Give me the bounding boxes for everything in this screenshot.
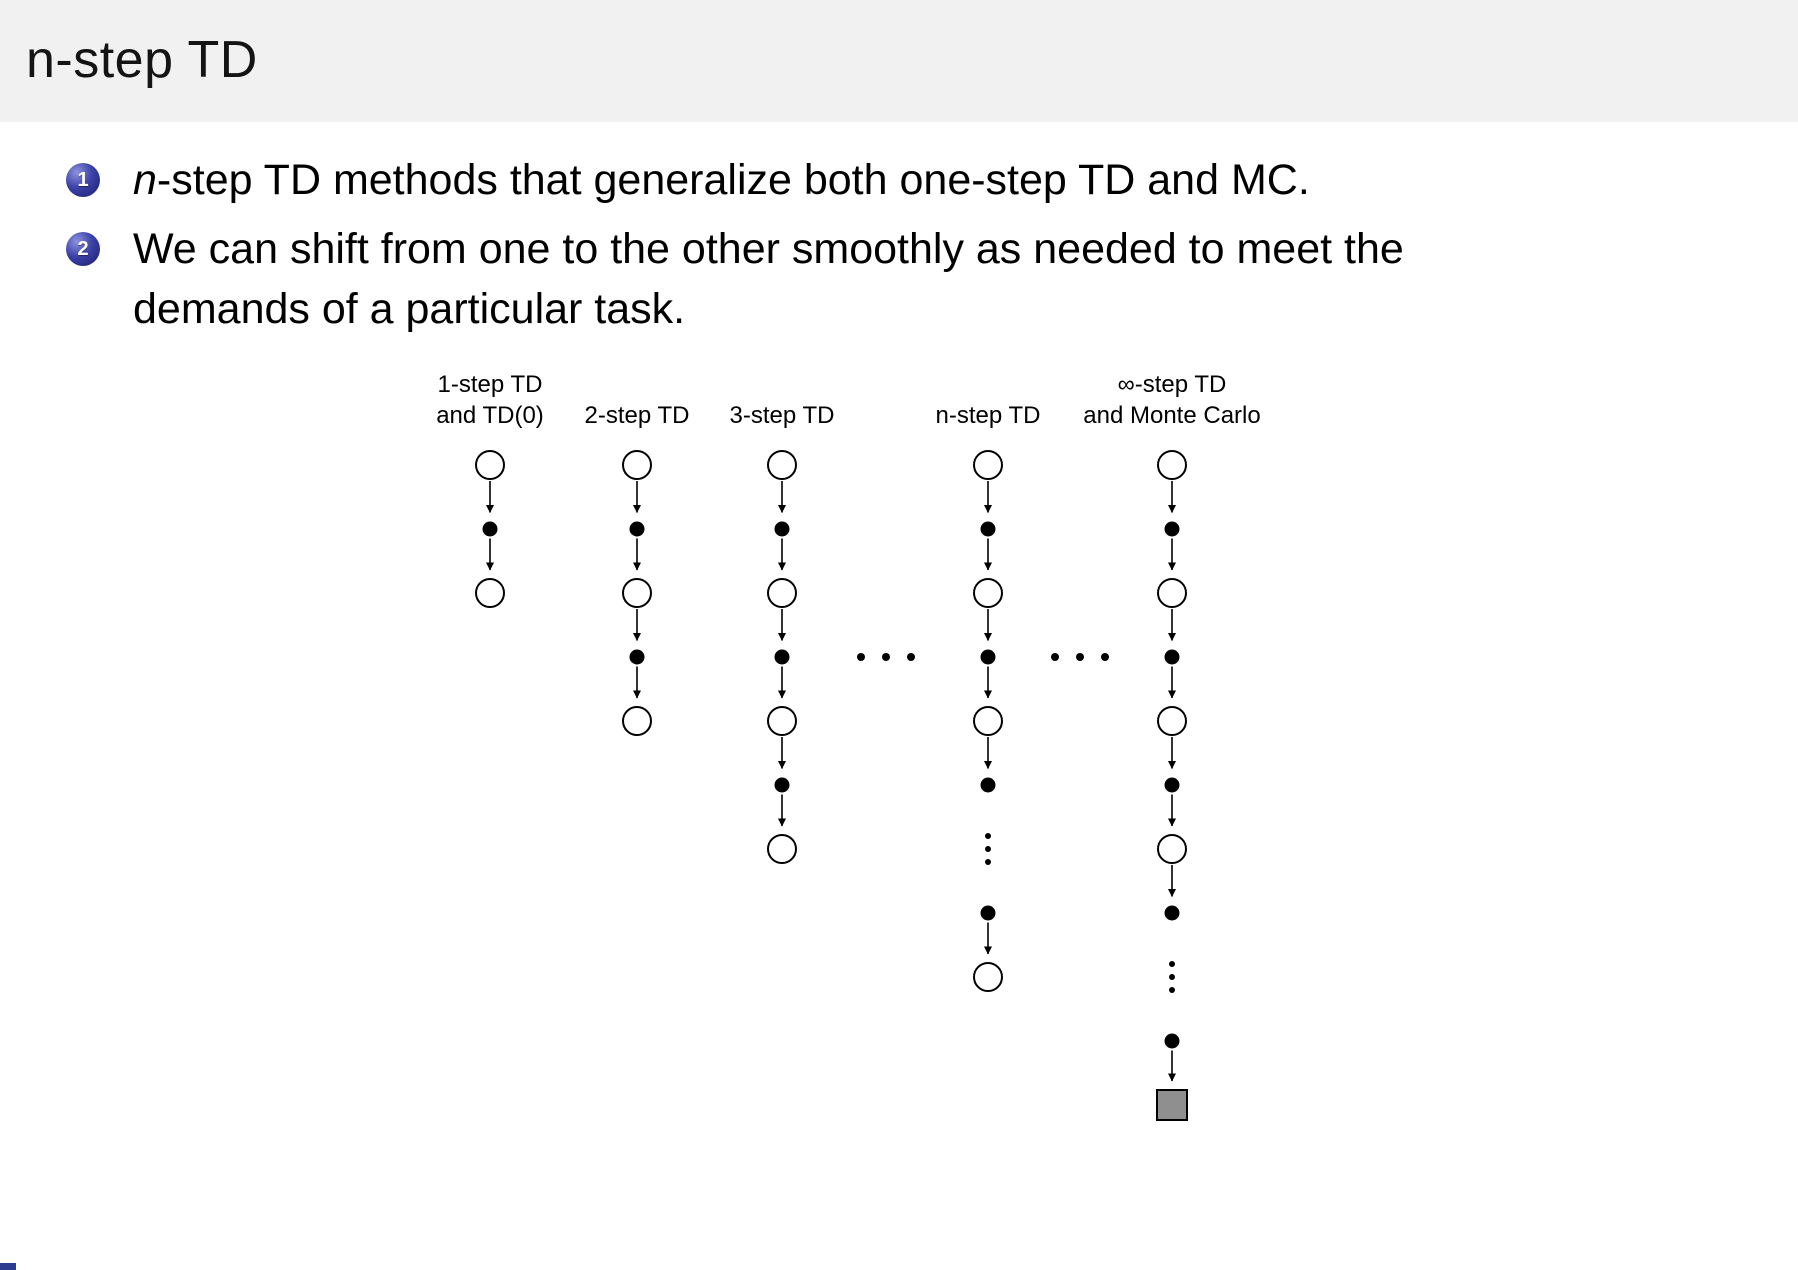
state-node	[622, 706, 652, 736]
state-node	[973, 450, 1003, 480]
bullet-number: 2	[77, 237, 89, 260]
state-node	[622, 450, 652, 480]
bullet-body-1: -step TD methods that generalize both on…	[156, 156, 1310, 204]
action-node	[629, 649, 645, 665]
action-node	[774, 521, 790, 537]
column-label-infinity-step: and Monte Carlo	[1083, 402, 1260, 429]
column-label-infinity-step: ∞-step TD	[1118, 371, 1227, 398]
column-label-1-step: and TD(0)	[436, 402, 544, 429]
slide-footer-mark	[0, 1263, 16, 1270]
vertical-ellipsis-dot	[1169, 961, 1175, 967]
action-node	[1164, 521, 1180, 537]
bullet-italic-lead: n	[133, 156, 157, 204]
state-node	[767, 706, 797, 736]
state-node	[475, 578, 505, 608]
bullet-number-badge: 1	[66, 163, 100, 197]
action-node	[629, 521, 645, 537]
horizontal-ellipsis-dot	[882, 653, 890, 661]
state-node	[1157, 450, 1187, 480]
column-label-2-step: 2-step TD	[585, 402, 690, 429]
action-node	[774, 777, 790, 793]
vertical-ellipsis-dot	[1169, 974, 1175, 980]
action-node	[1164, 777, 1180, 793]
bullet-number: 1	[77, 168, 89, 191]
title-bar: n-step TD	[0, 0, 1798, 122]
bullet-text-2: We can shift from one to the other smoot…	[133, 225, 1404, 333]
state-node	[767, 578, 797, 608]
bullet-number-badge: 2	[66, 232, 100, 266]
action-node	[980, 905, 996, 921]
action-node	[980, 521, 996, 537]
state-node	[1157, 578, 1187, 608]
state-node	[1157, 834, 1187, 864]
state-node	[475, 450, 505, 480]
state-node	[622, 578, 652, 608]
horizontal-ellipsis-dot	[1101, 653, 1109, 661]
vertical-ellipsis-dot	[1169, 987, 1175, 993]
bullet-item-1: 1 n-step TD methods that generalize both…	[66, 150, 1666, 210]
action-node	[980, 649, 996, 665]
action-node	[1164, 649, 1180, 665]
action-node	[1164, 1033, 1180, 1049]
vertical-ellipsis-dot	[985, 859, 991, 865]
action-node	[774, 649, 790, 665]
column-label-1-step: 1-step TD	[438, 371, 543, 398]
terminal-state-node	[1156, 1089, 1188, 1121]
horizontal-ellipsis-dot	[857, 653, 865, 661]
horizontal-ellipsis-dot	[1051, 653, 1059, 661]
bullet-item-2: 2 We can shift from one to the other smo…	[66, 219, 1666, 339]
slide-title: n-step TD	[26, 31, 258, 89]
bullet-list: 1 n-step TD methods that generalize both…	[66, 150, 1666, 348]
column-label-n-step: n-step TD	[936, 402, 1041, 429]
bullet-text-1: n-step TD methods that generalize both o…	[133, 150, 1310, 210]
state-node	[973, 962, 1003, 992]
state-node	[973, 706, 1003, 736]
state-node	[767, 450, 797, 480]
action-node	[980, 777, 996, 793]
horizontal-ellipsis-dot	[1076, 653, 1084, 661]
action-node	[482, 521, 498, 537]
state-node	[973, 578, 1003, 608]
vertical-ellipsis-dot	[985, 846, 991, 852]
horizontal-ellipsis-dot	[907, 653, 915, 661]
column-label-3-step: 3-step TD	[730, 402, 835, 429]
state-node	[1157, 706, 1187, 736]
vertical-ellipsis-dot	[985, 833, 991, 839]
state-node	[767, 834, 797, 864]
action-node	[1164, 905, 1180, 921]
